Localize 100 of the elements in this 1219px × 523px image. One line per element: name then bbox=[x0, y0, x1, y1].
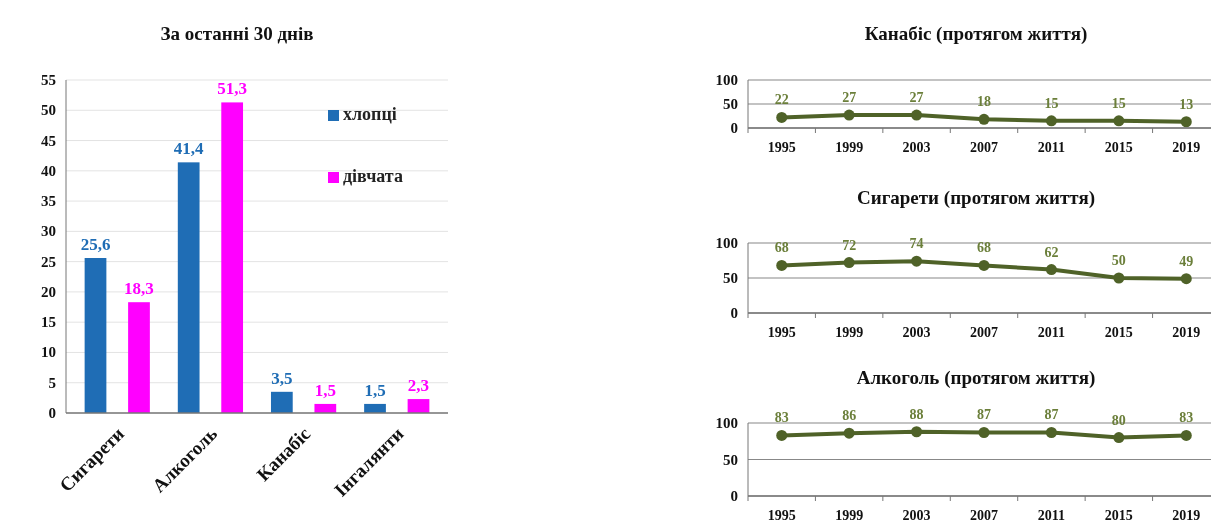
bar bbox=[84, 258, 107, 413]
y-tick-label: 0 bbox=[730, 305, 738, 321]
data-label: 68 bbox=[774, 240, 789, 256]
data-label: 74 bbox=[909, 236, 924, 252]
point bbox=[776, 429, 788, 441]
data-label: 1,5 bbox=[314, 380, 336, 400]
x-tick-label: 1995 bbox=[767, 140, 796, 155]
point bbox=[1113, 432, 1125, 444]
point bbox=[1045, 264, 1057, 276]
data-label: 41,4 bbox=[173, 139, 205, 159]
y-tick-label: 0 bbox=[48, 405, 56, 421]
data-label: 62 bbox=[1044, 244, 1059, 260]
y-tick-label: 0 bbox=[730, 120, 738, 136]
point bbox=[911, 109, 923, 121]
y-tick-label: 55 bbox=[41, 72, 56, 88]
y-tick-label: 100 bbox=[715, 415, 738, 431]
data-label: 27 bbox=[842, 90, 857, 106]
chart-title: Алкоголь (протягом життя) bbox=[856, 367, 1096, 389]
data-label: 80 bbox=[1111, 412, 1126, 428]
x-tick-label: 1995 bbox=[767, 508, 796, 523]
point bbox=[978, 259, 990, 271]
data-label: 72 bbox=[842, 237, 857, 253]
bar bbox=[128, 302, 150, 413]
y-tick-label: 50 bbox=[41, 102, 56, 119]
data-label: 15 bbox=[1111, 95, 1126, 111]
point bbox=[1180, 429, 1192, 441]
x-tick-label: 2011 bbox=[1037, 508, 1066, 523]
y-tick-label: 10 bbox=[41, 344, 56, 361]
chart-title: Сигарети (протягом життя) bbox=[856, 187, 1096, 209]
data-label: 15 bbox=[1044, 95, 1059, 111]
y-tick-label: 40 bbox=[41, 162, 56, 179]
data-label: 13 bbox=[1179, 96, 1194, 112]
y-tick-label: 50 bbox=[723, 451, 738, 468]
legend-label: дівчата bbox=[343, 166, 403, 186]
point bbox=[1180, 273, 1192, 285]
y-tick-label: 5 bbox=[48, 374, 56, 391]
data-label: 18 bbox=[977, 94, 991, 110]
data-label: 83 bbox=[774, 410, 789, 426]
data-label: 1,5 bbox=[364, 380, 386, 400]
point bbox=[843, 257, 855, 269]
x-tick-label: 1995 bbox=[767, 325, 796, 340]
x-tick-label: 1999 bbox=[835, 508, 864, 523]
bar bbox=[270, 391, 293, 413]
y-tick-label: 100 bbox=[715, 235, 738, 251]
y-tick-label: 20 bbox=[41, 283, 56, 300]
x-tick-label: 2019 bbox=[1172, 325, 1201, 340]
x-tick-label: 2019 bbox=[1172, 508, 1201, 523]
data-label: 50 bbox=[1111, 253, 1126, 268]
point bbox=[1113, 272, 1125, 284]
x-tick-label: 2007 bbox=[970, 325, 998, 340]
y-tick-label: 15 bbox=[41, 314, 56, 331]
data-label: 22 bbox=[774, 92, 789, 108]
y-tick-label: 45 bbox=[41, 132, 56, 149]
point bbox=[776, 259, 788, 271]
x-tick-label: 2015 bbox=[1104, 140, 1133, 155]
data-label: 2,3 bbox=[407, 376, 430, 396]
x-tick-label: 2003 bbox=[902, 140, 931, 155]
x-tick-label: 2007 bbox=[970, 508, 998, 523]
point bbox=[1045, 426, 1057, 438]
x-tick-label: 2003 bbox=[902, 508, 931, 523]
data-label: 88 bbox=[909, 406, 924, 422]
data-label: 83 bbox=[1179, 410, 1194, 426]
point bbox=[1180, 116, 1192, 128]
y-tick-label: 100 bbox=[715, 72, 738, 88]
point bbox=[1113, 115, 1125, 127]
bar bbox=[407, 399, 430, 413]
data-label: 18,3 bbox=[124, 279, 154, 299]
data-label: 25,6 bbox=[80, 235, 111, 254]
data-label: 27 bbox=[909, 90, 924, 106]
x-tick-label: 2011 bbox=[1037, 140, 1066, 155]
data-label: 3,5 bbox=[271, 368, 293, 388]
y-tick-label: 30 bbox=[41, 223, 56, 240]
bar bbox=[177, 162, 200, 413]
point bbox=[776, 111, 788, 123]
chart-title: Канабіс (протягом життя) bbox=[864, 23, 1088, 45]
x-tick-label: 2015 bbox=[1104, 508, 1133, 523]
y-tick-label: 35 bbox=[41, 193, 56, 210]
point bbox=[843, 427, 855, 439]
x-tick-label: 2003 bbox=[902, 325, 931, 340]
x-tick-label: 1999 bbox=[835, 140, 864, 155]
bar bbox=[221, 102, 244, 413]
data-label: 49 bbox=[1179, 253, 1194, 269]
x-tick-label: 2015 bbox=[1104, 325, 1133, 340]
y-tick-label: 50 bbox=[723, 270, 738, 286]
point bbox=[978, 426, 990, 438]
y-tick-label: 0 bbox=[730, 488, 738, 504]
legend-label: хлопці bbox=[343, 104, 397, 124]
point bbox=[911, 255, 923, 267]
chart-title: За останні 30 днів bbox=[160, 23, 314, 44]
point bbox=[1045, 115, 1057, 127]
point bbox=[843, 109, 855, 121]
y-tick-label: 50 bbox=[723, 96, 738, 112]
x-tick-label: 2019 bbox=[1172, 140, 1201, 155]
data-label: 51,3 bbox=[217, 79, 248, 99]
data-label: 86 bbox=[842, 408, 857, 424]
point bbox=[978, 113, 990, 125]
point bbox=[911, 426, 923, 438]
x-tick-label: 1999 bbox=[835, 325, 864, 340]
x-tick-label: 2007 bbox=[970, 140, 998, 155]
data-label: 87 bbox=[977, 407, 991, 423]
